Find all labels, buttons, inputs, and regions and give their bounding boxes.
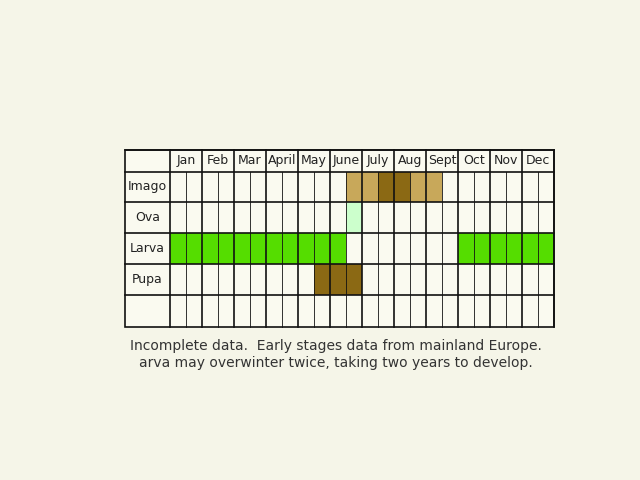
- Bar: [218, 233, 234, 264]
- Bar: [346, 171, 362, 203]
- Text: Imago: Imago: [128, 180, 167, 193]
- Bar: [330, 264, 346, 295]
- Bar: [170, 233, 186, 264]
- Bar: [282, 233, 298, 264]
- Bar: [378, 171, 394, 203]
- Text: May: May: [301, 154, 327, 168]
- Text: Sept: Sept: [428, 154, 456, 168]
- Text: Pupa: Pupa: [132, 273, 163, 286]
- Text: Mar: Mar: [238, 154, 262, 168]
- Bar: [298, 233, 314, 264]
- Bar: [330, 233, 346, 264]
- Bar: [314, 233, 330, 264]
- Text: April: April: [268, 154, 296, 168]
- Bar: [346, 203, 362, 233]
- Text: Ova: Ova: [135, 211, 160, 224]
- Bar: [410, 171, 426, 203]
- Bar: [125, 150, 554, 327]
- Bar: [250, 233, 266, 264]
- Text: Dec: Dec: [526, 154, 550, 168]
- Bar: [186, 233, 202, 264]
- Text: Aug: Aug: [398, 154, 422, 168]
- Text: Incomplete data.  Early stages data from mainland Europe.: Incomplete data. Early stages data from …: [130, 339, 541, 353]
- Bar: [522, 233, 538, 264]
- Bar: [202, 233, 218, 264]
- Bar: [426, 171, 442, 203]
- Bar: [458, 233, 474, 264]
- Bar: [474, 233, 490, 264]
- Text: Feb: Feb: [207, 154, 229, 168]
- Bar: [125, 150, 554, 327]
- Text: July: July: [367, 154, 389, 168]
- Text: Larva: Larva: [130, 242, 165, 255]
- Bar: [362, 171, 378, 203]
- Bar: [394, 171, 410, 203]
- Bar: [314, 264, 330, 295]
- Bar: [490, 233, 506, 264]
- Bar: [346, 264, 362, 295]
- Text: Jan: Jan: [176, 154, 196, 168]
- Text: Oct: Oct: [463, 154, 485, 168]
- Bar: [506, 233, 522, 264]
- Text: Nov: Nov: [494, 154, 518, 168]
- Text: arva may overwinter twice, taking two years to develop.: arva may overwinter twice, taking two ye…: [139, 356, 532, 370]
- Bar: [266, 233, 282, 264]
- Bar: [234, 233, 250, 264]
- Bar: [538, 233, 554, 264]
- Text: June: June: [333, 154, 360, 168]
